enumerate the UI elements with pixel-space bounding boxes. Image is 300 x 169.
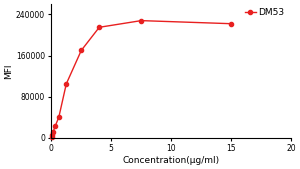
DM53 <box>53 126 57 128</box>
Line: DM53: DM53 <box>50 19 233 139</box>
DM53 <box>64 83 68 85</box>
DM53 <box>140 20 143 22</box>
DM53 <box>57 116 61 118</box>
DM53 <box>80 49 83 51</box>
X-axis label: Concentration(μg/ml): Concentration(μg/ml) <box>123 156 220 165</box>
DM53 <box>50 134 54 136</box>
DM53 <box>50 136 54 138</box>
DM53 <box>98 26 101 28</box>
DM53 <box>51 131 55 133</box>
Legend: DM53: DM53 <box>243 6 286 19</box>
Y-axis label: MFI: MFI <box>4 63 13 79</box>
DM53 <box>229 23 233 25</box>
